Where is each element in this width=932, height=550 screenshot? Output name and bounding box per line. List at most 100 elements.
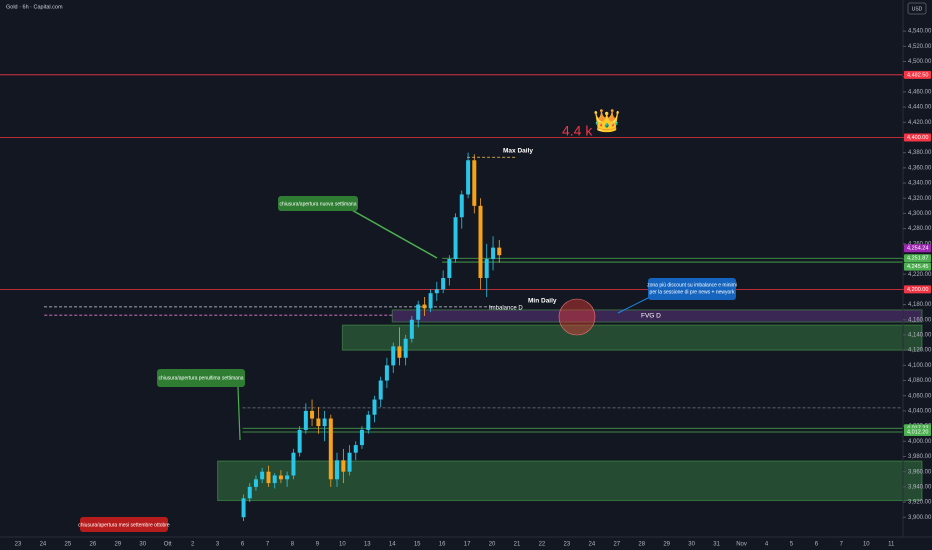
candle-body: [291, 452, 296, 476]
price-tag-label: 4,254.24: [907, 246, 928, 252]
x-tick-label: 28: [638, 542, 645, 548]
candle-body: [459, 194, 464, 218]
y-tick-label: 4,300.00: [908, 211, 932, 217]
y-tick-label: 4,160.00: [908, 317, 932, 323]
candle-body: [266, 471, 271, 484]
x-tick-label: 30: [139, 542, 146, 548]
y-tick-label: 4,360.00: [908, 165, 932, 171]
y-tick-label: 4,380.00: [908, 150, 932, 156]
candle-body: [428, 293, 433, 309]
candle-body: [366, 414, 371, 430]
candle-body: [384, 365, 389, 381]
y-tick-label: 4,220.00: [908, 272, 932, 278]
candle-body: [241, 498, 246, 518]
crown-icon: 👑: [593, 108, 620, 133]
candle-body: [303, 410, 308, 430]
candle-body: [447, 259, 452, 278]
candle-body: [453, 217, 458, 260]
x-tick-label: 10: [339, 542, 346, 548]
price-tag: [904, 428, 931, 437]
connector: [617, 296, 651, 314]
annotation: FVG D: [641, 313, 661, 320]
x-tick-label: 7: [840, 542, 844, 548]
currency-box[interactable]: [907, 2, 927, 15]
x-tick-label: 24: [40, 542, 47, 548]
y-tick-label: 3,960.00: [908, 469, 932, 475]
y-tick-label: 4,080.00: [908, 378, 932, 384]
y-tick-label: 4,440.00: [908, 105, 932, 111]
x-tick-label: Nov: [736, 542, 747, 548]
x-tick-label: 6: [815, 542, 819, 548]
note-box: [157, 369, 245, 387]
candle-body: [278, 475, 283, 480]
note: zona più discount su imbalance e minimi: [647, 282, 737, 288]
chart-title: Gold · 6h · Capital.com: [6, 4, 63, 10]
annotation: 4.4 k: [562, 123, 593, 139]
x-tick-label: 25: [65, 542, 72, 548]
x-tick-label: 20: [489, 542, 496, 548]
currency: USD: [912, 6, 923, 12]
candle-body: [391, 346, 396, 366]
candle-body: [297, 429, 302, 453]
x-tick-label: 29: [114, 542, 121, 548]
candle-body: [260, 471, 265, 480]
candle-body: [359, 429, 364, 446]
candle-body: [434, 289, 439, 294]
note: per la sessione di pre news + newyork: [650, 289, 735, 295]
price-tag: [904, 70, 931, 79]
price-tag-label: 4,012.20: [907, 429, 928, 435]
x-tick-label: 15: [414, 542, 421, 548]
x-tick-label: 6: [241, 542, 245, 548]
x-tick-label: 8: [291, 542, 295, 548]
candle-body: [372, 399, 377, 415]
x-tick-label: 4: [765, 542, 769, 548]
x-tick-label: 21: [514, 542, 521, 548]
x-tick-label: 27: [613, 542, 620, 548]
price-tag-label: 4,245.45: [907, 264, 928, 270]
annotation: Min Daily: [528, 298, 557, 305]
x-tick-label: 14: [389, 542, 396, 548]
note: chiusura/apertura penultima settimana: [158, 375, 243, 381]
candle-body: [497, 247, 502, 256]
candle-body: [310, 410, 315, 419]
note-box: [648, 278, 736, 300]
connector: [237, 386, 241, 441]
price-tag: [904, 262, 931, 271]
y-tick-label: 3,920.00: [908, 500, 932, 506]
x-tick-label: Ott: [164, 542, 172, 548]
x-tick-label: 16: [439, 542, 446, 548]
candle-body: [347, 452, 352, 472]
note: chiusura/apertura nuova settimana: [280, 201, 357, 207]
x-tick-label: 24: [589, 542, 596, 548]
y-tick-label: 4,040.00: [908, 408, 932, 414]
annotation: Max Daily: [503, 148, 533, 155]
y-tick-label: 4,280.00: [908, 226, 932, 232]
candle-body: [484, 259, 489, 278]
y-tick-label: 4,540.00: [908, 29, 932, 35]
candle-body: [272, 475, 277, 484]
x-tick-label: 31: [713, 542, 720, 548]
highlight-circle: [558, 298, 596, 336]
price-tag: [904, 244, 931, 253]
candle-body: [328, 418, 333, 480]
x-tick-label: 30: [688, 542, 695, 548]
y-tick-label: 3,940.00: [908, 484, 932, 490]
candle-body: [285, 475, 290, 480]
zone: [217, 460, 923, 502]
candle-body: [441, 277, 446, 290]
y-tick-label: 3,900.00: [908, 515, 932, 521]
candle-body: [422, 304, 427, 309]
candle-body: [466, 160, 471, 195]
x-tick-label: 23: [15, 542, 22, 548]
candle-body: [353, 445, 358, 453]
y-tick-label: 3,980.00: [908, 454, 932, 460]
y-tick-label: 4,180.00: [908, 302, 932, 308]
candle-body: [253, 479, 258, 487]
y-tick-label: 4,000.00: [908, 439, 932, 445]
price-tag: [904, 254, 931, 263]
price-tag-label: 4,200.00: [907, 287, 928, 293]
price-tag: [904, 285, 931, 294]
